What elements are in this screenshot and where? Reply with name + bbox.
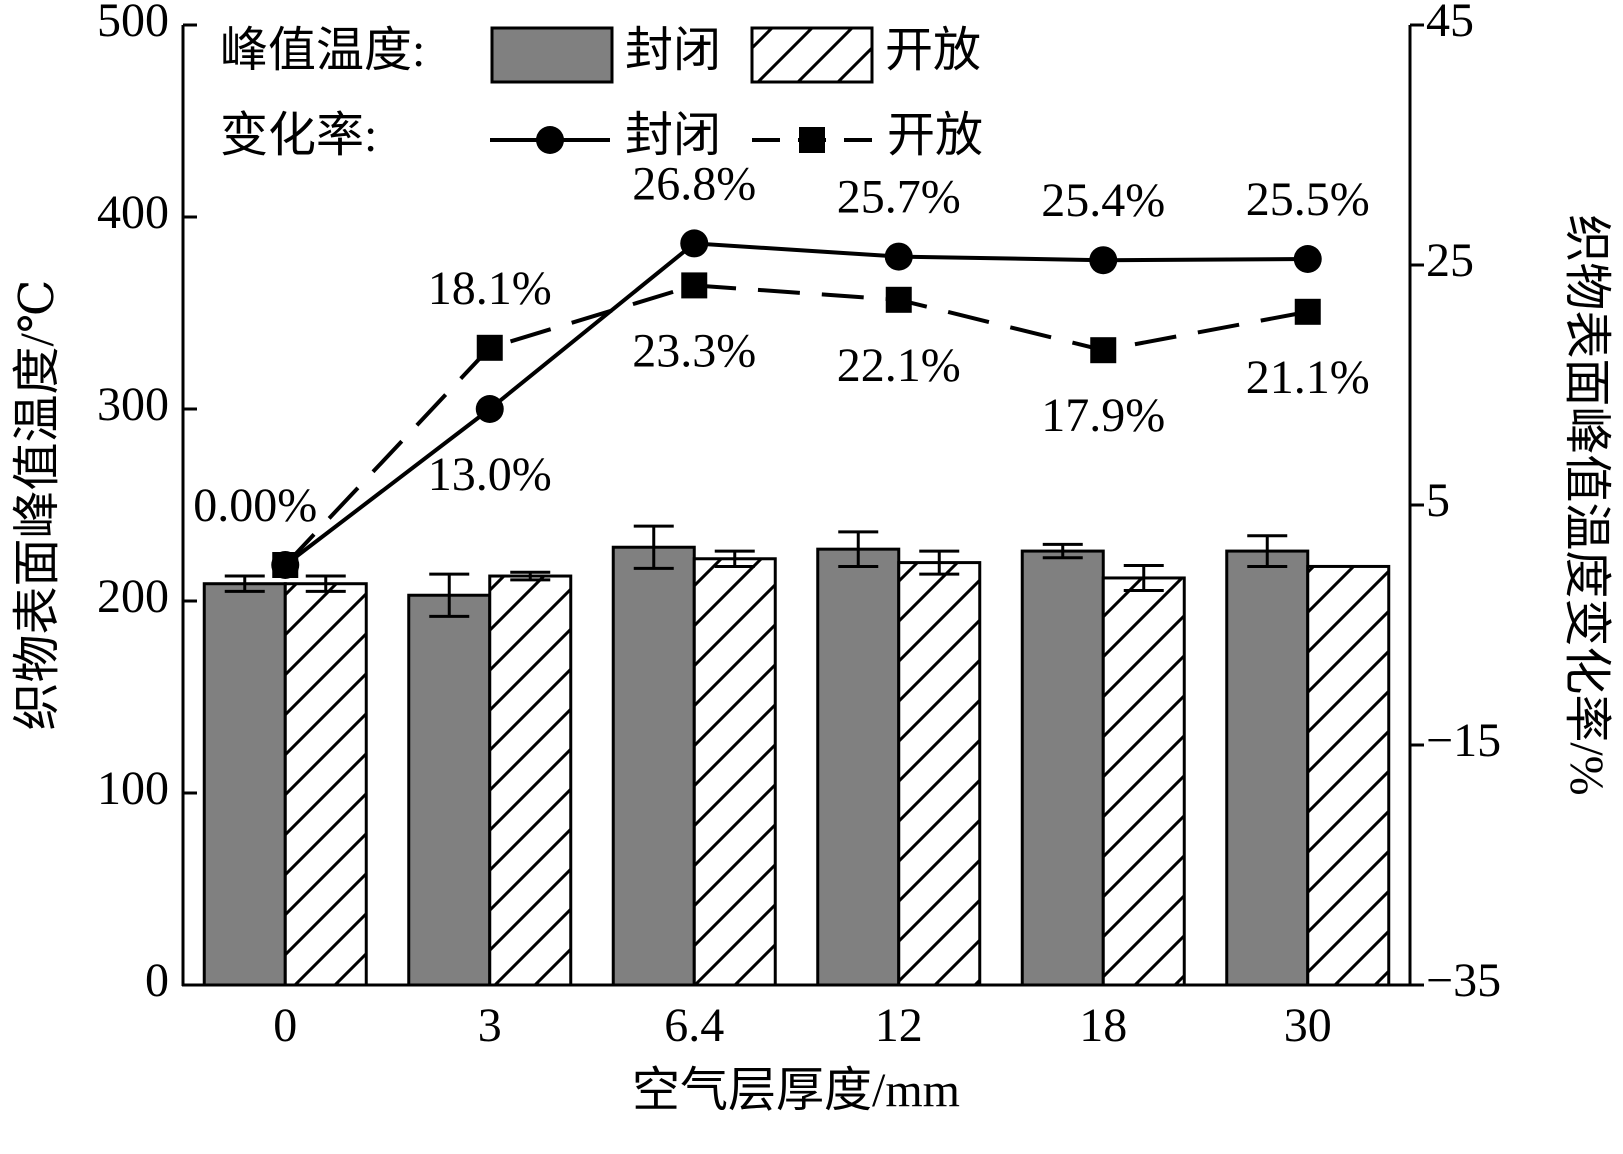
x-tick-label: 0 bbox=[273, 999, 297, 1052]
y-tick-label: 100 bbox=[97, 762, 169, 815]
data-label: 0.00% bbox=[193, 479, 317, 532]
y2-tick-label: 45 bbox=[1426, 0, 1474, 47]
marker bbox=[476, 334, 503, 361]
bar bbox=[692, 557, 777, 987]
bar bbox=[1101, 576, 1186, 987]
line bbox=[284, 241, 1308, 567]
data-label: 17.9% bbox=[1041, 389, 1165, 442]
data-label: 13.0% bbox=[428, 448, 552, 501]
data-label: 23.3% bbox=[632, 324, 756, 377]
legend-group-label: 变化率: bbox=[220, 109, 377, 162]
bar bbox=[488, 574, 573, 987]
marker bbox=[1293, 245, 1322, 273]
bar bbox=[202, 582, 287, 987]
x-tick-label: 18 bbox=[1079, 999, 1127, 1052]
y-tick-label: 0 bbox=[145, 954, 169, 1007]
y-tick-label: 400 bbox=[97, 186, 169, 239]
error-bar bbox=[1247, 534, 1288, 568]
data-label: 21.1% bbox=[1246, 351, 1370, 404]
bar bbox=[897, 561, 982, 987]
y-axis-title: 织物表面峰值温度/℃ bbox=[11, 279, 64, 730]
bar bbox=[1225, 549, 1310, 987]
legend-label: 封闭 bbox=[625, 24, 721, 77]
marker bbox=[475, 395, 504, 423]
x-tick-label: 12 bbox=[875, 999, 923, 1052]
bar bbox=[1020, 549, 1105, 987]
x-tick-label: 6.4 bbox=[664, 999, 724, 1052]
bar bbox=[283, 582, 368, 987]
marker bbox=[680, 229, 709, 258]
legend-group-label: 峰值温度: bbox=[220, 24, 425, 77]
x-axis-title: 空气层厚度/mm bbox=[632, 1064, 960, 1117]
legend-label: 开放 bbox=[885, 24, 981, 77]
line bbox=[283, 283, 1309, 567]
error-bar bbox=[633, 524, 674, 570]
bar bbox=[611, 545, 696, 987]
legend-marker bbox=[799, 127, 825, 153]
marker bbox=[885, 286, 912, 313]
error-bar bbox=[1042, 542, 1083, 560]
x-tick-label: 3 bbox=[478, 999, 502, 1052]
error-bar bbox=[919, 549, 960, 576]
legend-swatch bbox=[750, 26, 874, 84]
data-label: 25.5% bbox=[1246, 173, 1370, 226]
marker bbox=[884, 242, 913, 271]
error-bar bbox=[305, 574, 346, 593]
bar bbox=[1306, 564, 1391, 987]
legend-marker bbox=[536, 126, 564, 154]
marker bbox=[1294, 298, 1321, 325]
y-tick-label: 200 bbox=[97, 570, 169, 623]
marker bbox=[1090, 337, 1117, 364]
error-bar bbox=[1123, 563, 1164, 592]
y-tick-label: 500 bbox=[97, 0, 169, 47]
marker bbox=[272, 552, 299, 578]
marker bbox=[681, 272, 708, 299]
error-bar bbox=[510, 570, 551, 582]
bar bbox=[816, 547, 901, 987]
data-label: 25.4% bbox=[1041, 174, 1165, 227]
y-tick-label: 300 bbox=[97, 378, 169, 431]
data-label: 18.1% bbox=[428, 262, 552, 315]
data-label: 22.1% bbox=[837, 339, 961, 392]
x-tick-label: 30 bbox=[1284, 999, 1332, 1052]
data-label: 25.7% bbox=[837, 171, 961, 224]
y2-tick-label: −15 bbox=[1426, 714, 1501, 767]
error-bar bbox=[224, 574, 265, 593]
error-bar bbox=[838, 530, 879, 568]
y2-tick-label: 5 bbox=[1426, 474, 1450, 527]
y2-axis-title: 织物表面峰值温度变化率/% bbox=[1560, 214, 1613, 795]
data-label: 26.8% bbox=[632, 157, 756, 210]
y2-tick-label: −35 bbox=[1426, 954, 1501, 1007]
error-bar bbox=[429, 572, 470, 618]
legend-label: 封闭 bbox=[625, 109, 721, 162]
legend-label: 开放 bbox=[887, 109, 983, 162]
legend-swatch bbox=[490, 26, 614, 84]
marker bbox=[1089, 246, 1118, 275]
error-bar bbox=[714, 549, 755, 568]
bar bbox=[407, 593, 492, 987]
y2-tick-label: 25 bbox=[1426, 234, 1474, 287]
